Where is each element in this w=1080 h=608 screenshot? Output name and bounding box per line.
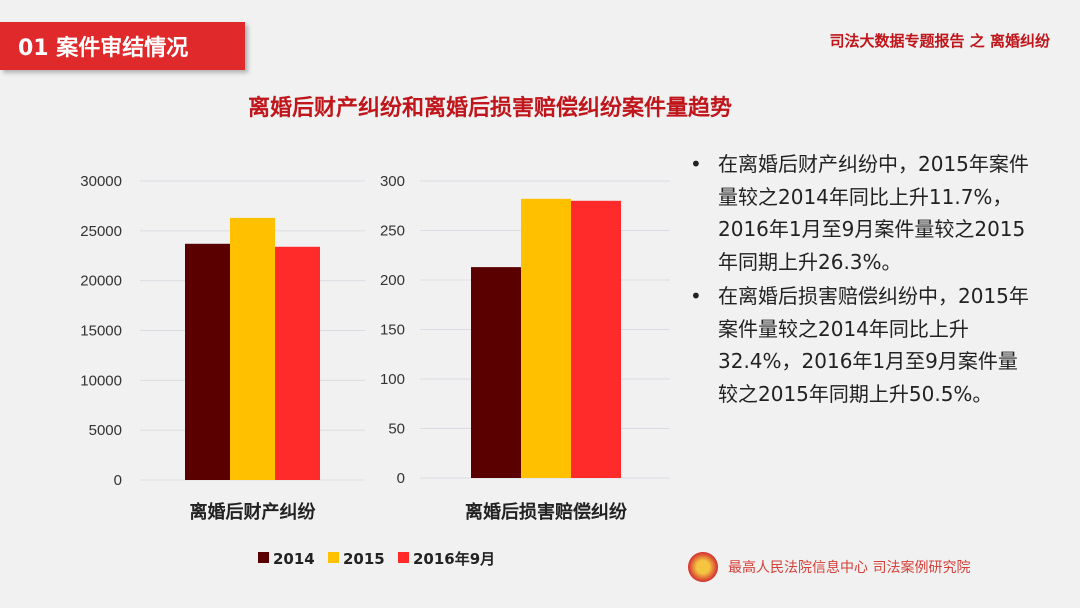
y-tick-label: 100 bbox=[380, 371, 405, 388]
bar-2014 bbox=[471, 267, 521, 478]
y-tick-label: 10000 bbox=[80, 372, 122, 389]
y-tick-label: 150 bbox=[380, 322, 405, 339]
bullet-item: • 在离婚后财产纠纷中，2015年案件量较之2014年同比上升11.7%，2016… bbox=[690, 152, 1029, 274]
y-tick-label: 5000 bbox=[89, 422, 122, 439]
x-category-label: 离婚后财产纠纷 bbox=[190, 501, 316, 523]
x-category-label: 离婚后损害赔偿纠纷 bbox=[465, 501, 627, 523]
y-tick-label: 15000 bbox=[80, 323, 122, 340]
chart-title: 离婚后财产纠纷和离婚后损害赔偿纠纷案件量趋势 bbox=[247, 96, 732, 121]
y-tick-label: 300 bbox=[380, 173, 405, 190]
legend-swatch bbox=[258, 552, 269, 563]
y-tick-label: 0 bbox=[397, 470, 405, 487]
legend-swatch bbox=[328, 552, 339, 563]
legend-label: 2016年9月 bbox=[413, 550, 495, 568]
y-tick-label: 0 bbox=[114, 472, 122, 489]
bullet-item: • 在离婚后损害赔偿纠纷中，2015年案件量较之2014年同比上升32.4%，20… bbox=[690, 284, 1029, 406]
y-tick-label: 25000 bbox=[80, 223, 122, 240]
y-tick-label: 20000 bbox=[80, 273, 122, 290]
y-tick-label: 250 bbox=[380, 223, 405, 240]
court-emblem-icon bbox=[688, 552, 718, 582]
bar-2014 bbox=[185, 243, 230, 480]
y-tick-label: 200 bbox=[380, 272, 405, 289]
y-tick-label: 30000 bbox=[80, 173, 122, 190]
legend-swatch bbox=[398, 552, 409, 563]
bullet-list: • 在离婚后财产纠纷中，2015年案件量较之2014年同比上升11.7%，2016… bbox=[690, 148, 1030, 412]
report-title: 司法大数据专题报告 之 离婚纠纷 bbox=[829, 32, 1050, 50]
legend-label: 2014 bbox=[273, 550, 315, 568]
y-tick-label: 50 bbox=[388, 421, 405, 438]
bar-2016年9月 bbox=[571, 200, 621, 479]
legend-label: 2015 bbox=[343, 550, 385, 568]
footer: 最高人民法院信息中心 司法案例研究院 bbox=[688, 552, 970, 582]
section-header: 01 案件审结情况 bbox=[0, 22, 245, 70]
bar-2015 bbox=[521, 198, 571, 478]
bar-2016年9月 bbox=[275, 246, 320, 480]
bar-2015 bbox=[230, 217, 275, 481]
